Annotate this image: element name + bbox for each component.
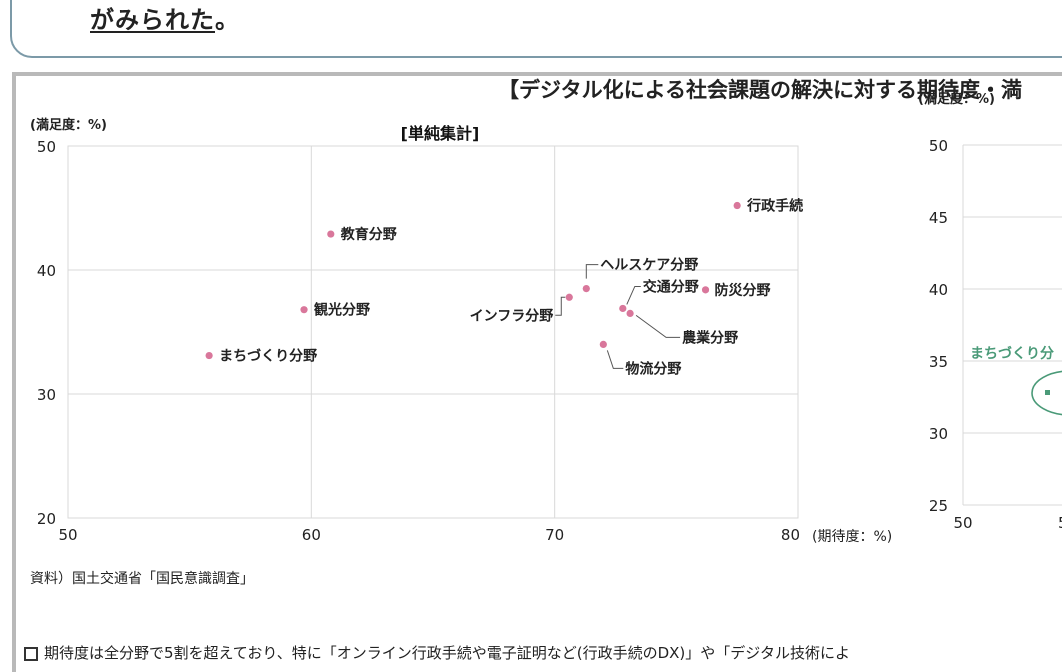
chart1-point-label: 物流分野: [625, 360, 681, 377]
chart1-point: [582, 285, 590, 293]
chart1-point-label: 農業分野: [682, 329, 738, 346]
scatter-chart-cluster: (満足度：%) 25 30 35 40 45 50 50 5 まちづくり分: [918, 91, 1062, 532]
chart1-point-label: ヘルスケア分野: [600, 258, 698, 274]
chart1-title: [単純集計]: [401, 124, 480, 143]
chart1-ytick-label: 50: [37, 138, 56, 156]
header-text: がみられた。: [90, 0, 240, 35]
chart1-leader-line: [635, 314, 681, 338]
chart2-ytick-label: 50: [929, 137, 948, 155]
chart1-point-label: 教育分野: [341, 226, 397, 243]
chart1-point: [619, 304, 627, 313]
chart1-leader-line: [585, 264, 599, 279]
chart1-xtick-label: 50: [58, 526, 77, 544]
chart1-point-label: まちづくり分野: [219, 348, 317, 365]
bottom-text-content: 期待度は全分野で5割を超えており、特に「オンライン行政手続や電子証明など(行政手…: [44, 644, 850, 662]
chart1-point-label: 行政手続: [746, 198, 803, 215]
chart2-ylabel: (満足度：%): [918, 91, 995, 107]
chart1-point: [300, 306, 308, 314]
chart1-ylabel: (満足度：%): [30, 117, 107, 133]
chart2-cluster-point: [1045, 390, 1050, 395]
chart1-point: [626, 309, 634, 317]
chart1-point: [733, 201, 741, 210]
chart1-point: [565, 293, 573, 301]
chart1-point-label: 交通分野: [643, 278, 699, 295]
chart2-ticks: 25 30 35 40 45 50 50 5: [929, 137, 1062, 532]
chart2-xtick-label: 50: [953, 514, 972, 532]
chart1-xtick-label: 60: [302, 526, 321, 544]
charts-canvas: [単純集計] (満足度：%) (期待度：%) 50 60 70 8020304050 …: [30, 91, 1062, 545]
chart1-ticks: 50 60 70 80 20 30 40 50: [37, 138, 800, 544]
section-title: 【デジタル化による社会課題の解決に対する期待度・満: [498, 78, 1022, 102]
section-frame: [12, 72, 1062, 672]
chart1-grid: [67, 145, 799, 519]
chart1-ytick-label: 20: [37, 510, 56, 528]
chart1-point: [205, 351, 213, 360]
chart1-point: [327, 230, 335, 238]
chart2-ytick-label: 30: [929, 425, 948, 443]
chart1-leader-line: [606, 350, 624, 369]
chart1-ytick-label: 30: [37, 386, 56, 404]
chart1-point-label: 防災分野: [715, 282, 771, 299]
chart1-xlabel: (期待度：%): [812, 529, 892, 545]
chart2-ytick-label: 25: [929, 497, 948, 515]
chart1-point-label: 観光分野: [314, 302, 370, 319]
chart2-cluster-ellipse: [1031, 370, 1062, 416]
scatter-chart-simple: [単純集計] (満足度：%) (期待度：%) 50 60 70 80 20 30 4050 …: [30, 117, 892, 545]
chart2-ytick-label: 45: [929, 209, 948, 227]
chart1-leader-line: [626, 285, 641, 305]
chart2-ytick-label: 35: [929, 353, 948, 371]
header-underlined-text: がみられた: [90, 6, 215, 34]
source-note: 資料）国土交通省「国民意識調査」: [30, 571, 254, 587]
chart2-ytick-label: 40: [929, 281, 948, 299]
chart1-xtick-label: 80: [781, 526, 800, 544]
chart1-point: [701, 286, 710, 294]
bottom-text: 期待度は全分野で5割を超えており、特に「オンライン行政手続や電子証明など(行政手…: [24, 642, 850, 663]
chart1-point: [599, 340, 607, 348]
header-box: [10, 0, 1062, 58]
chart2-grid: [962, 144, 1062, 506]
chart1-xtick-label: 70: [545, 526, 564, 544]
chart2-cluster-label: まちづくり分: [970, 345, 1054, 362]
chart1-leader-line: [555, 296, 566, 316]
chart2-xtick-label: 5: [1058, 514, 1062, 532]
chart1-ytick-label: 40: [37, 262, 56, 280]
header-text-end: 。: [215, 6, 240, 34]
chart1-point-label: インフラ分野: [470, 308, 554, 324]
